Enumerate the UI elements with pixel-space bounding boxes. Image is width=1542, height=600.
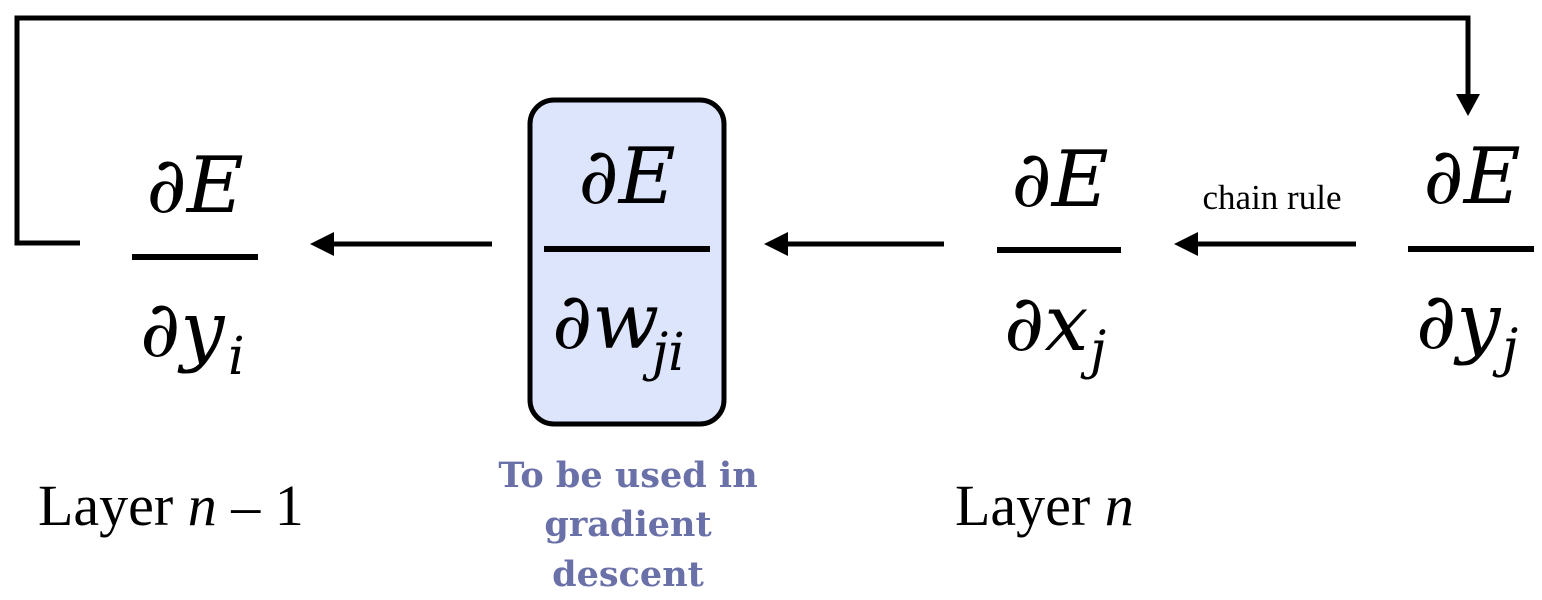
note-line-2: gradient bbox=[544, 504, 711, 545]
layer-prev-variable: n bbox=[188, 473, 217, 538]
arrow-xj-to-wji-head bbox=[764, 232, 788, 256]
gradient-descent-note: To be used in gradient descent bbox=[498, 455, 757, 595]
fraction-dE-dyi-numerator: ∂E bbox=[146, 141, 243, 231]
chain-rule-label: chain rule bbox=[1203, 178, 1342, 217]
fraction-dE-dxj-numerator: ∂E bbox=[1011, 135, 1108, 225]
fraction-dE-dwji-denominator: ∂w bbox=[552, 277, 659, 367]
fraction-dE-dyj: ∂E ∂y j bbox=[1408, 132, 1534, 379]
fraction-dE-dyj-numerator: ∂E bbox=[1423, 132, 1520, 222]
fraction-dE-dxj: ∂E ∂x j bbox=[997, 135, 1121, 381]
fraction-dE-dwji-numerator: ∂E bbox=[578, 132, 675, 222]
layer-prev-prefix: Layer bbox=[38, 473, 188, 538]
fraction-dE-dyi-subscript: i bbox=[228, 327, 245, 387]
layer-curr-variable: n bbox=[1105, 473, 1134, 538]
fraction-dE-dyj-denominator: ∂y bbox=[1416, 277, 1501, 367]
arrow-wji-to-yi-head bbox=[310, 232, 334, 256]
feedback-loop-line bbox=[14, 15, 1471, 246]
layer-prev-suffix: – 1 bbox=[217, 473, 304, 538]
layer-prev-label: Layer n – 1 bbox=[38, 473, 304, 538]
layer-curr-prefix: Layer bbox=[955, 473, 1105, 538]
note-line-3: descent bbox=[552, 554, 704, 595]
fraction-dE-dyi: ∂E ∂y i bbox=[132, 141, 258, 387]
fraction-dE-dyi-denominator: ∂y bbox=[140, 285, 225, 375]
layer-curr-label: Layer n bbox=[955, 473, 1134, 538]
gradient-box bbox=[527, 97, 727, 427]
note-line-1: To be used in bbox=[498, 455, 757, 496]
arrow-yj-to-xj-head bbox=[1174, 232, 1198, 256]
fraction-dE-dxj-denominator: ∂x bbox=[1004, 279, 1088, 369]
feedback-loop-arrowhead bbox=[1456, 94, 1480, 116]
